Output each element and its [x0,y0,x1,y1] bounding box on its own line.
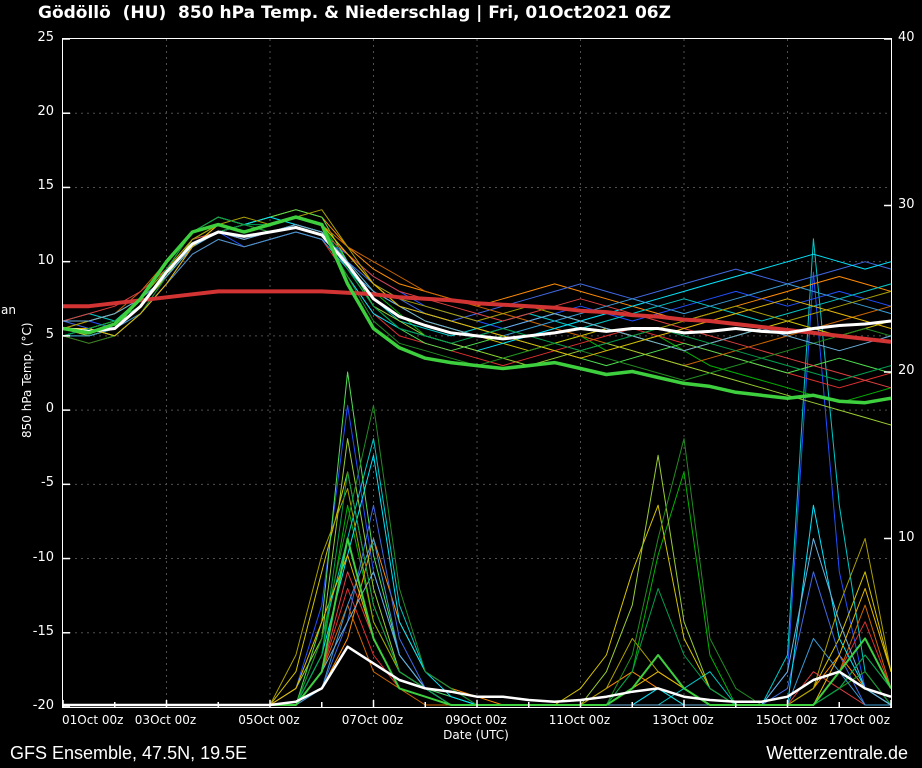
y-right-tick-label: 20 [898,363,915,378]
precip-mean-line [63,645,891,707]
footer-model-info: GFS Ensemble, 47.5N, 19.5E [10,743,248,763]
chart-title: Gödöllö (HU) 850 hPa Temp. & Niederschla… [38,3,671,23]
y-left-tick-label: 5 [45,326,54,342]
y-axis-label-fragment: an [1,303,16,317]
y-right-tick-label: 10 [898,529,915,545]
plot-area [62,38,892,708]
y-left-tick-label: -5 [41,475,54,491]
x-tick-label: 11Oct 00z [548,713,611,727]
y-left-tick-label: 0 [45,401,54,417]
temp-member-line [63,224,891,389]
y-left-tick-label: 15 [37,178,54,194]
x-tick-label: 05Oct 00z [238,713,300,727]
y-right-tick-label: 30 [898,196,915,212]
y-right-tick-label: 40 [898,30,915,45]
x-tick-label: 15Oct 00z [755,713,818,727]
plot-canvas [63,39,891,707]
y-left-tick-label: -10 [32,549,54,565]
control-run-line [63,215,891,405]
temp-member-line [63,209,891,337]
x-tick-label: 07Oct 00z [341,713,404,727]
y-left-tick-label: 20 [37,104,54,120]
x-tick-label: 13Oct 00z [652,713,714,727]
y-left-tick-label: -20 [32,698,54,713]
y-left-tick-label: 10 [37,252,54,268]
precip-member-line [63,604,891,706]
y-left-tick-label: -15 [32,623,54,639]
x-axis-title: Date (UTC) [443,728,509,742]
y-left-tick-label: 25 [37,30,54,45]
x-tick-label: 17Oct 00z [828,713,890,727]
x-tick-label: 03Oct 00z [134,713,197,727]
ensemble-mean-line [63,226,891,341]
footer-brand: Wetterzentrale.de [766,743,908,763]
x-tick-label: 09Oct 00z [445,713,507,727]
climate-mean-line [63,289,891,344]
x-tick-label: 01Oct 00z [62,713,124,727]
